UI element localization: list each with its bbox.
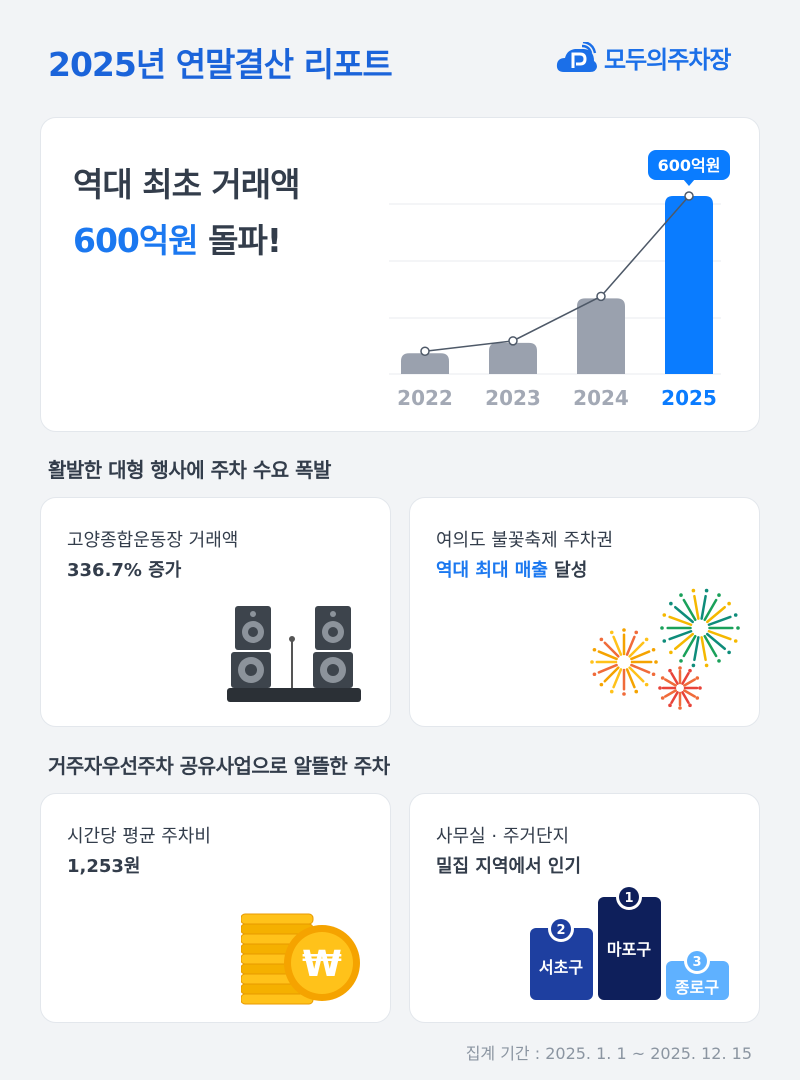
rank-1: 1 [624,891,633,906]
fee-value: 1,253원 [67,856,141,877]
data-point [684,191,694,201]
won-coins-icon: ₩ [241,913,360,1005]
x-tick-label: 2024 [573,386,629,410]
x-tick-label: 2022 [397,386,453,410]
fireworks-label: 여의도 불꽃축제 주차권 [436,530,614,551]
speakers-icon [227,606,361,702]
section-title-events: 활발한 대형 행사에 주차 수요 폭발 [48,458,331,482]
fee-card: 시간당 평균 주차비 1,253원 ₩ [40,793,391,1023]
district-card: 사무실 · 주거단지 밀집 지역에서 인기 1 2 3 마포구 서초구 종로구 [409,793,760,1023]
bar-2022 [401,353,449,374]
hero-card: 역대 최초 거래액 600억원 돌파! 2022 2023 2024 2025 600억… [40,117,760,432]
hero-rest: 돌파! [197,221,282,260]
stadium-growth: 336.7% 증가 [67,560,182,581]
podium-2 [530,928,593,1000]
page-title: 2025년 연말결산 리포트 [48,45,393,84]
podium-icon: 1 2 3 마포구 서초구 종로구 [530,884,729,1000]
fireworks-icon [590,588,740,710]
revenue-chart: 2022 2023 2024 2025 600억원 [389,150,730,410]
fee-label: 시간당 평균 주차비 [67,826,211,847]
value-callout [648,150,730,180]
data-point [596,291,606,302]
rank-2: 2 [556,923,565,938]
won-symbol: ₩ [302,944,342,985]
logo: 모두의주차장 [556,40,731,75]
hero-headline: 역대 최초 거래액 [73,165,300,204]
section-title-residential: 거주자우선주차 공유사업으로 알뜰한 주차 [48,754,390,778]
data-point [420,346,430,356]
stadium-card: 고양종합운동장 거래액 336.7% 증가 [40,497,391,727]
fireworks-result: 역대 최대 매출 달성 [436,556,587,582]
district-3: 종로구 [675,978,719,997]
rank-3: 3 [692,955,701,970]
bar-2023 [489,342,537,374]
district-label: 사무실 · 주거단지 [436,826,570,847]
x-tick-label: 2025 [661,386,717,410]
fireworks-card: 여의도 불꽃축제 주차권 역대 최대 매출 달성 [409,497,760,727]
podium-3 [666,961,729,1000]
period-note: 집계 기간 : 2025. 1. 1 ~ 2025. 12. 15 [465,1044,752,1063]
stadium-label: 고양종합운동장 거래액 [67,530,239,551]
podium-1 [598,897,661,1000]
trend-line [424,195,690,352]
district-highlight: 밀집 지역에서 인기 [436,856,582,877]
value-callout-text: 600억원 [658,156,721,175]
hero-subheadline: 600억원 돌파! [73,214,282,262]
fireworks-highlight: 역대 최대 매출 [436,560,548,581]
hero-amount: 600억원 [73,221,199,260]
parking-cloud-icon [556,41,597,72]
bar-2024 [577,298,625,374]
x-tick-label: 2023 [485,386,541,410]
district-2: 서초구 [539,958,583,977]
fireworks-rest: 달성 [547,560,588,581]
logo-text: 모두의주차장 [604,46,731,74]
district-1: 마포구 [607,940,651,959]
bar-2025 [665,196,713,374]
data-point [508,336,518,346]
